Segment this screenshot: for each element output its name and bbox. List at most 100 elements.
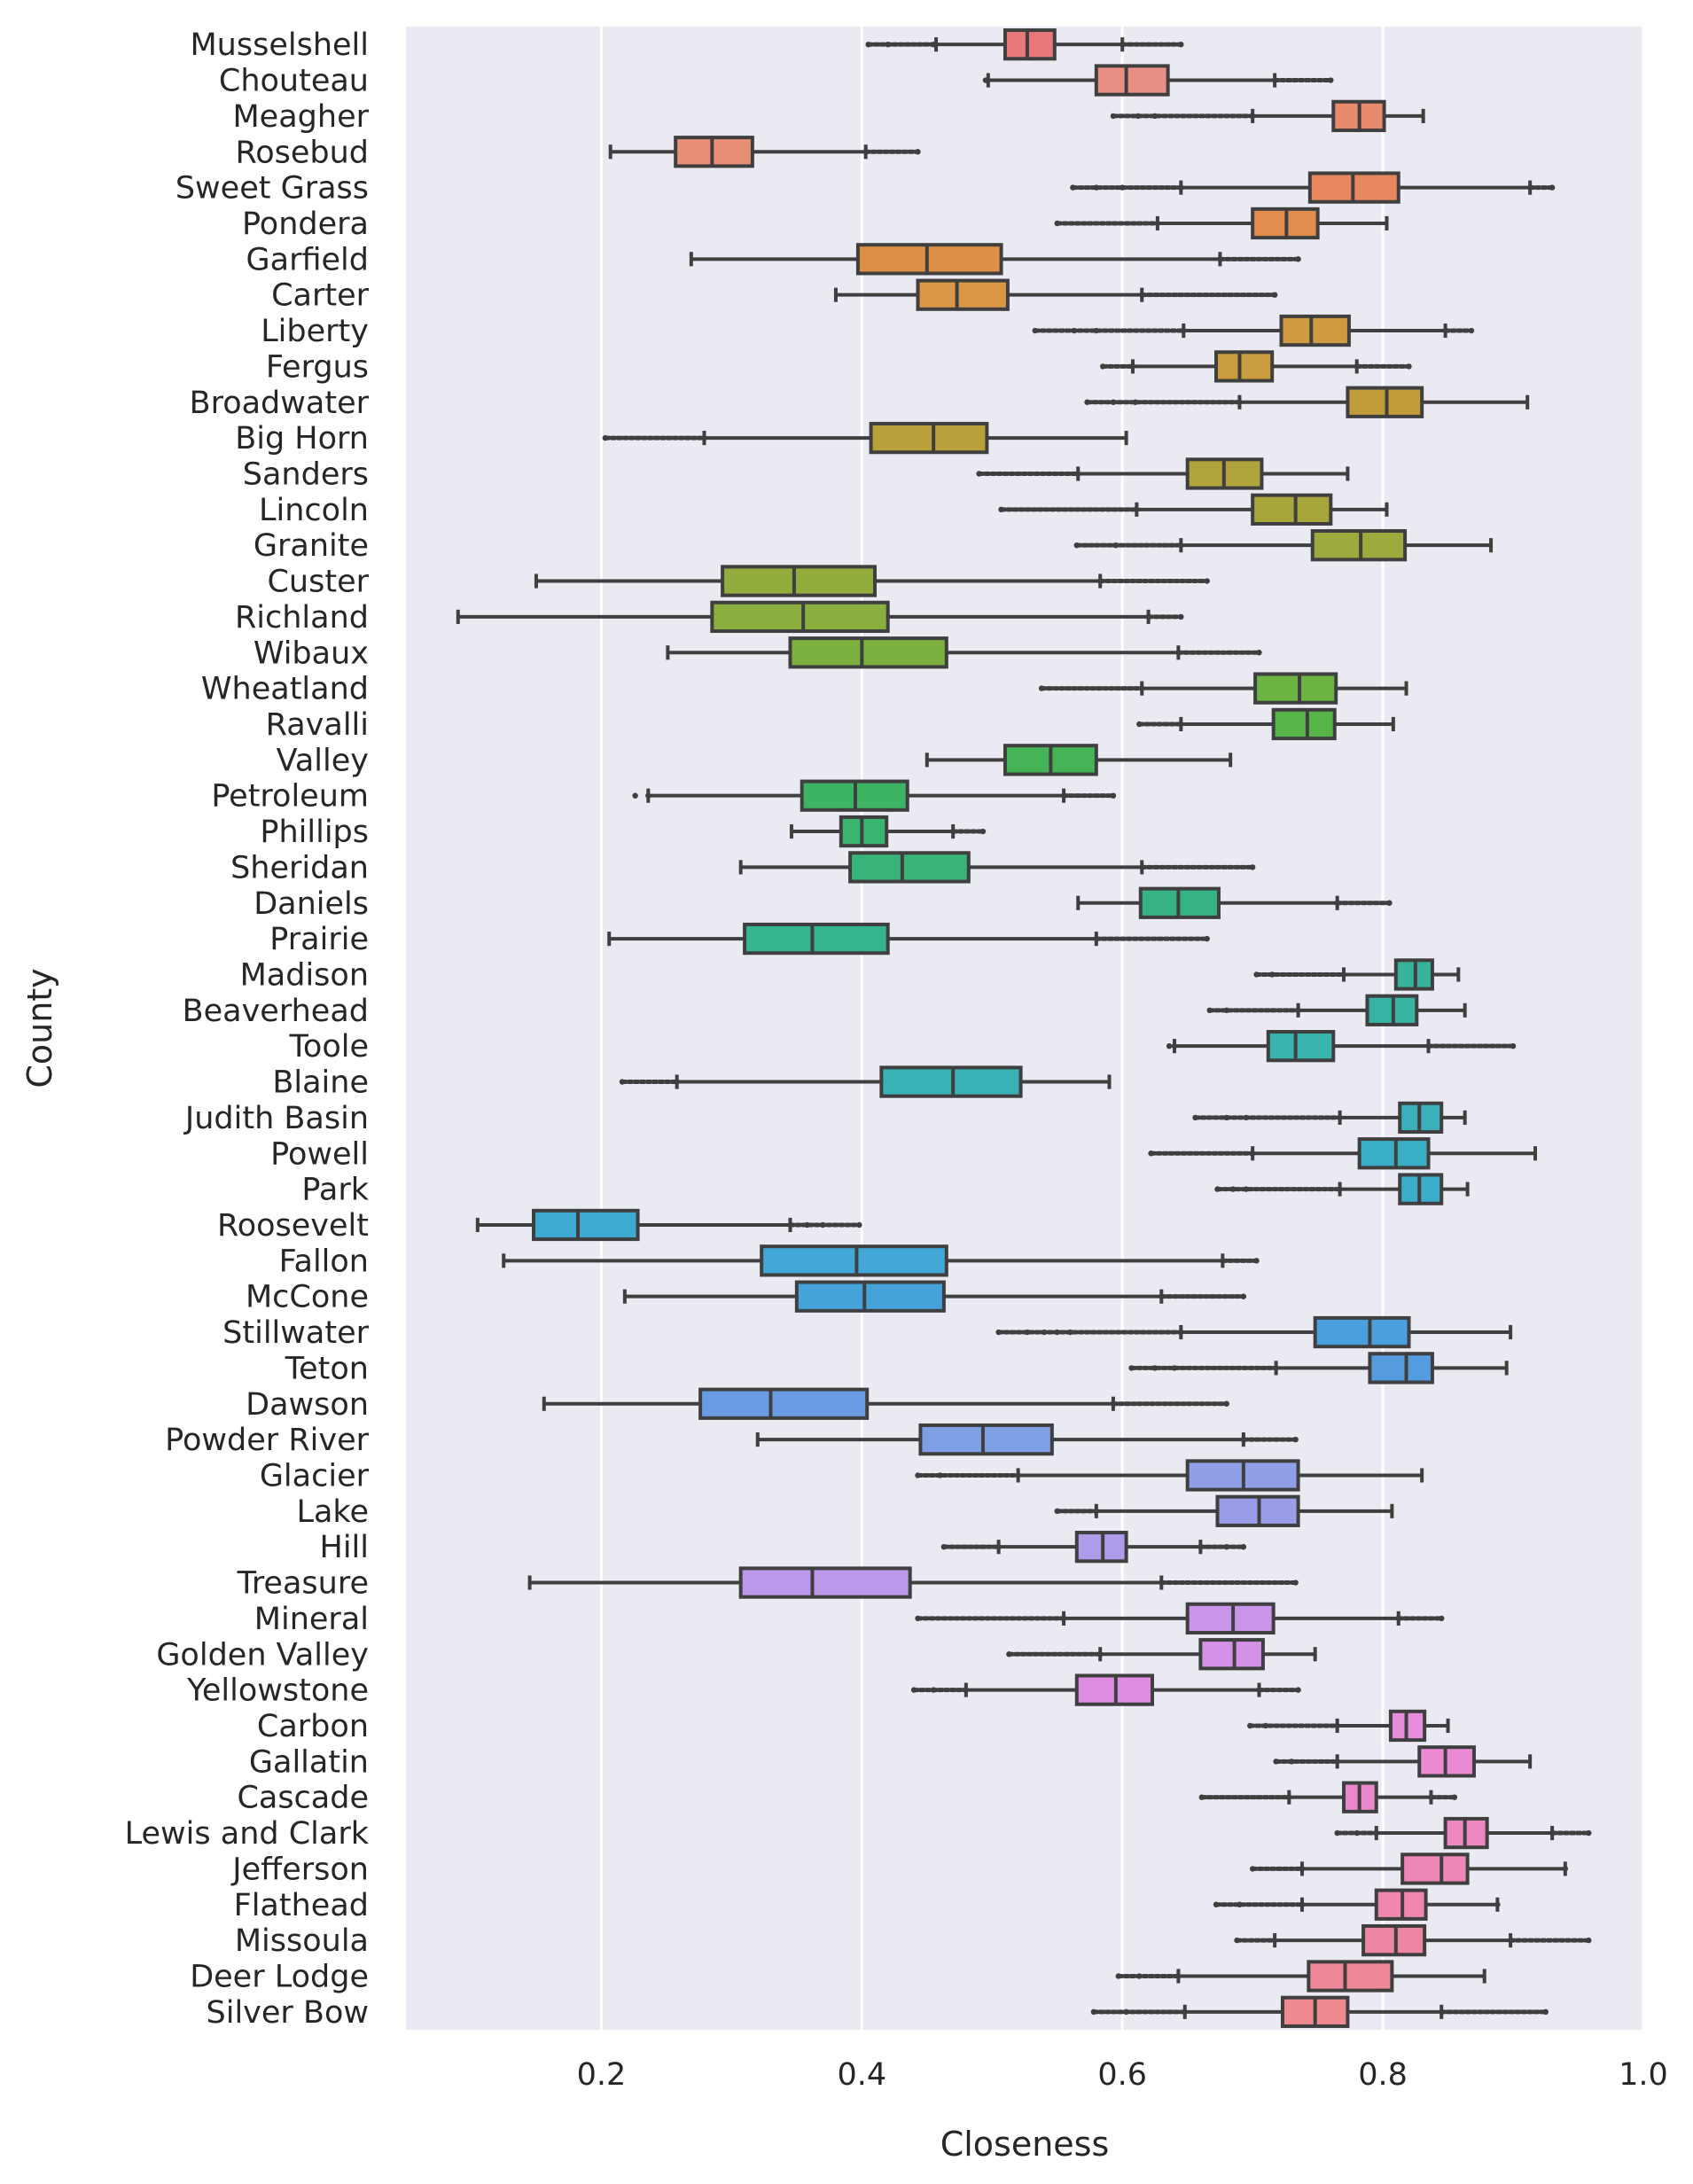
y-tick-label: Lewis and Clark: [125, 1816, 370, 1852]
y-tick-label: Mineral: [254, 1602, 369, 1637]
y-axis-label: County: [20, 968, 59, 1088]
county-box: [1054, 207, 1389, 240]
y-tick-label: Rosebud: [235, 135, 369, 170]
y-tick-label: Carter: [271, 278, 370, 314]
county-box: [925, 744, 1233, 776]
y-tick-label: Hill: [320, 1530, 370, 1565]
iqr-box: [743, 922, 890, 956]
iqr-box: [760, 1244, 948, 1277]
iqr-box: [869, 421, 989, 455]
y-tick-label: Sweet Grass: [176, 171, 369, 207]
county-box: [1213, 1888, 1501, 1921]
county-box: [602, 421, 1128, 455]
y-tick-label: Ravalli: [266, 707, 369, 743]
y-tick-label: Teton: [285, 1351, 369, 1386]
y-tick-label: Sanders: [243, 456, 369, 492]
x-axis-label: Closeness: [940, 2125, 1110, 2164]
county-box: [1206, 994, 1467, 1026]
y-tick-label: Madison: [240, 957, 369, 993]
county-box: [998, 493, 1389, 526]
iqr-box: [916, 278, 1010, 311]
y-tick-label: Chouteau: [219, 64, 369, 99]
y-tick-label: Missoula: [235, 1923, 369, 1959]
y-tick-label: Lake: [296, 1494, 369, 1530]
county-box: [666, 636, 1262, 669]
county-box: [976, 457, 1350, 490]
y-tick-label: Broadwater: [190, 386, 370, 421]
y-tick-label: Lincoln: [259, 493, 369, 528]
y-tick-label: Powder River: [165, 1423, 369, 1458]
county-box: [619, 1065, 1112, 1098]
county-box: [789, 815, 987, 848]
iqr-box: [721, 565, 878, 597]
y-tick-label: Deer Lodge: [190, 1959, 369, 1994]
iqr-box: [788, 636, 948, 669]
y-tick-label: Park: [301, 1173, 369, 1208]
y-tick-label: Blaine: [272, 1065, 369, 1101]
iqr-box: [918, 1423, 1054, 1456]
iqr-box: [1368, 1352, 1434, 1384]
county-box: [475, 1208, 862, 1242]
iqr-box: [738, 1566, 912, 1599]
county-box: [1084, 386, 1530, 418]
county-box: [1073, 529, 1494, 562]
y-tick-label: Phillips: [260, 815, 369, 850]
iqr-box: [1185, 1602, 1276, 1635]
x-tick-label: 0.4: [837, 2057, 886, 2093]
county-box: [502, 1244, 1260, 1277]
iqr-box: [1357, 1137, 1431, 1170]
y-tick-label: Treasure: [237, 1566, 369, 1602]
outlier-point: [632, 792, 638, 799]
y-tick-label: Granite: [254, 528, 369, 564]
iqr-box: [1271, 707, 1337, 741]
county-box: [910, 1673, 1301, 1706]
county-box: [542, 1387, 1229, 1420]
y-tick-label: Golden Valley: [156, 1637, 369, 1673]
county-box: [1076, 886, 1393, 919]
county-box: [940, 1531, 1247, 1564]
y-tick-label: Custer: [267, 565, 369, 600]
y-tick-label: Powell: [270, 1136, 369, 1172]
x-tick-label: 0.2: [577, 2057, 627, 2093]
county-box: [1192, 1101, 1467, 1135]
y-tick-label: Beaverhead: [183, 994, 369, 1029]
county-box: [534, 565, 1210, 597]
iqr-box: [1400, 1852, 1470, 1885]
county-box: [608, 136, 921, 168]
grid-lines: [599, 27, 1645, 2030]
outlier-point: [982, 77, 989, 83]
y-tick-label: Silver Bow: [207, 1995, 369, 2031]
y-tick-label: Garfield: [246, 242, 369, 277]
y-tick-label: Daniels: [254, 886, 369, 922]
iqr-box: [879, 1065, 1023, 1098]
y-tick-label: Petroleum: [211, 779, 369, 815]
y-tick-label: Toole: [288, 1029, 369, 1065]
iqr-box: [1313, 1315, 1411, 1349]
county-box: [915, 1602, 1445, 1635]
iqr-box: [1361, 1923, 1427, 1957]
county-box: [456, 600, 1184, 634]
iqr-box: [1346, 386, 1424, 418]
y-tick-label: Meagher: [232, 99, 369, 135]
county-box: [1334, 1816, 1592, 1850]
y-tick-label: Flathead: [234, 1888, 369, 1923]
iqr-box: [532, 1208, 640, 1242]
iqr-box: [855, 243, 1003, 276]
county-box: [607, 922, 1210, 956]
y-tick-label: Roosevelt: [217, 1208, 369, 1244]
iqr-box: [1307, 1960, 1394, 1993]
iqr-box: [848, 851, 971, 884]
y-tick-label: Richland: [235, 600, 369, 636]
county-box: [1273, 1745, 1533, 1778]
county-box: [1115, 1960, 1486, 1993]
y-tick-label: Cascade: [237, 1781, 369, 1816]
y-tick-label: Wibaux: [254, 636, 369, 671]
county-box: [1166, 1030, 1517, 1063]
y-tick-label: Carbon: [257, 1709, 369, 1744]
y-tick-label: Judith Basin: [183, 1101, 369, 1136]
county-box: [1054, 1494, 1394, 1527]
county-box: [755, 1423, 1299, 1456]
county-box: [689, 243, 1301, 276]
